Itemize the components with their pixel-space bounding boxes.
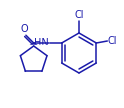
Text: Cl: Cl — [74, 10, 84, 21]
Text: HN: HN — [34, 38, 49, 48]
Bar — [18, 45, 50, 77]
Text: Cl: Cl — [108, 36, 117, 46]
Text: O: O — [21, 24, 28, 34]
